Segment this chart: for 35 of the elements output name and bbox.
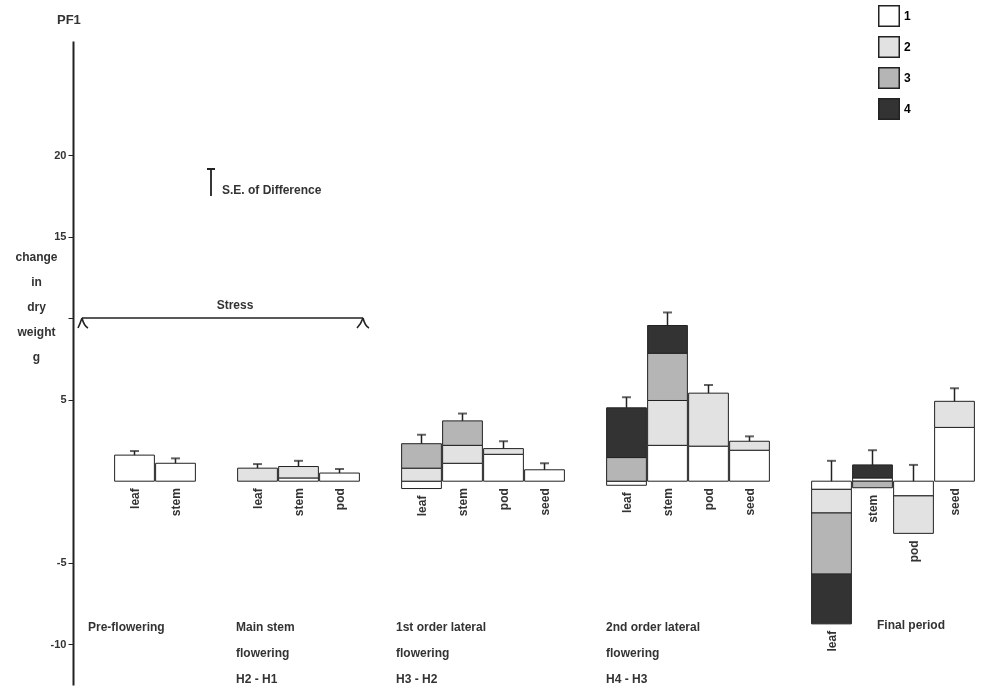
x-tick-label: leaf bbox=[127, 487, 142, 509]
x-tick-label: pod bbox=[701, 488, 716, 511]
x-tick-label: pod bbox=[496, 488, 511, 511]
x-tick-label: stem bbox=[168, 488, 183, 517]
x-tick-label: leaf bbox=[414, 494, 429, 517]
annotation: S.E. of Difference bbox=[222, 183, 322, 197]
x-tick-label: stem bbox=[660, 488, 675, 517]
y-tick-label: 5 bbox=[60, 393, 67, 406]
chart-title: PF1 bbox=[56, 12, 81, 27]
x-tick-label: stem bbox=[291, 488, 306, 517]
x-tick-label: stem bbox=[455, 488, 470, 517]
y-axis-title: change in dry weight g bbox=[15, 249, 58, 364]
annotation: Stress bbox=[216, 298, 254, 312]
legend-label: 2 bbox=[904, 40, 911, 54]
x-tick-label: pod bbox=[906, 540, 921, 563]
y-tick-label: -5 bbox=[56, 556, 67, 569]
annotation: 1st order lateral flowering H3 - H2 bbox=[396, 620, 487, 686]
legend-label: 4 bbox=[904, 102, 911, 116]
y-tick-label: -10 bbox=[50, 637, 67, 650]
y-tick-label: 15 bbox=[54, 230, 67, 243]
annotation: 2nd order lateral flowering H4 - H3 bbox=[606, 620, 701, 686]
x-tick-label: leaf bbox=[824, 629, 839, 652]
x-tick-label: leaf bbox=[619, 491, 634, 513]
legend-label: 3 bbox=[904, 71, 911, 85]
x-tick-label: seed bbox=[537, 488, 552, 516]
annotation: Pre-flowering bbox=[88, 620, 165, 634]
y-tick-label: 20 bbox=[54, 148, 67, 161]
x-tick-label: seed bbox=[742, 488, 757, 516]
annotation: Main stem flowering H2 - H1 bbox=[236, 620, 295, 686]
legend-label: 1 bbox=[904, 9, 911, 23]
x-tick-label: stem bbox=[865, 494, 880, 523]
annotation: Final period bbox=[877, 618, 946, 632]
x-tick-label: pod bbox=[332, 488, 347, 511]
x-tick-label: leaf bbox=[250, 487, 265, 509]
x-tick-label: seed bbox=[947, 488, 962, 516]
